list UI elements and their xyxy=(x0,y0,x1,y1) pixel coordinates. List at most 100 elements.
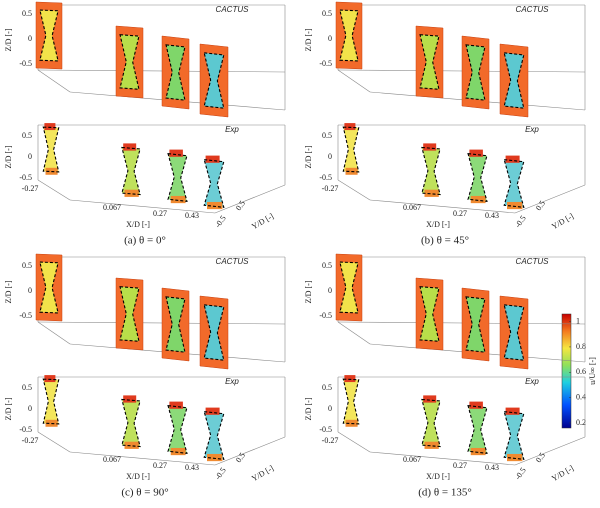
patch xyxy=(507,201,523,210)
wake-region xyxy=(421,399,441,447)
z-tick-label: 0 xyxy=(28,34,32,43)
z-axis-label: Z/D [-] xyxy=(4,280,13,303)
colorbar: 0.2 0.4 0.6 0.8 1 u/U∞ [-] xyxy=(561,313,597,429)
wake-region xyxy=(204,304,224,361)
z-axis-label: Z/D [-] xyxy=(304,397,313,420)
wake-region xyxy=(39,10,59,61)
plot-label: CACTUS xyxy=(516,5,550,14)
wake-outline xyxy=(342,126,360,173)
axis-frame xyxy=(37,179,71,201)
patch xyxy=(469,149,483,157)
axis-frame xyxy=(214,184,286,214)
patch xyxy=(124,189,139,197)
wake-region xyxy=(166,296,185,353)
z-tick-label: -0.5 xyxy=(19,173,32,182)
patch xyxy=(507,453,523,462)
colorbar-tick-label: 0.4 xyxy=(576,392,586,401)
axis-frame xyxy=(69,451,216,466)
patch xyxy=(344,123,356,131)
wake-region xyxy=(421,147,441,195)
wake-region xyxy=(468,405,487,454)
plot-label: Exp xyxy=(225,377,239,386)
axis-frame xyxy=(37,69,286,73)
x-tick-label: -0.27 xyxy=(22,184,39,193)
plot-label: Exp xyxy=(525,377,539,386)
plot-label: Exp xyxy=(525,125,539,134)
axis-frame xyxy=(514,184,586,214)
wake-outline xyxy=(203,52,225,109)
axis-frame xyxy=(337,321,371,345)
z-tick-label: -0.5 xyxy=(319,311,332,320)
y-axis-label: Y/D [-] xyxy=(250,211,275,231)
axis-frame xyxy=(37,321,286,325)
patch xyxy=(424,189,439,197)
wake-outline xyxy=(421,146,441,196)
z-tick-label: 0 xyxy=(328,286,332,295)
patch xyxy=(205,407,220,415)
wake-outline xyxy=(121,146,141,196)
x-axis-label: X/D [-] xyxy=(126,220,150,229)
plot-label: CACTUS xyxy=(216,5,250,14)
wake-outline xyxy=(467,153,488,202)
axis-frame xyxy=(369,451,516,466)
patch xyxy=(423,395,437,403)
wake-region xyxy=(504,159,524,208)
z-tick-label: 0.5 xyxy=(22,131,32,140)
z-tick-label: -0.5 xyxy=(19,311,32,320)
caption: (a) θ = 0° xyxy=(124,235,166,247)
x-tick-label: 0.067 xyxy=(403,455,421,464)
y-tick-label: -0.5 xyxy=(513,214,528,230)
wake-outline xyxy=(421,398,441,448)
axis-frame xyxy=(37,321,71,345)
x-axis-label: X/D [-] xyxy=(426,472,450,481)
wake-outline xyxy=(203,304,225,361)
colorbar-tick-label: 1 xyxy=(576,316,580,325)
y-tick-label: -0.5 xyxy=(213,214,228,230)
x-tick-label: 0.27 xyxy=(453,461,467,470)
y-axis-label: Y/D [-] xyxy=(550,211,575,231)
x-axis-label: X/D [-] xyxy=(126,472,150,481)
axis-frame xyxy=(514,436,586,466)
wake-region xyxy=(120,34,139,90)
x-axis-label: X/D [-] xyxy=(426,220,450,229)
patch xyxy=(123,395,137,403)
x-tick-label: 0.43 xyxy=(485,463,499,472)
wake-outline xyxy=(203,411,225,460)
wake-region xyxy=(339,10,359,61)
patch xyxy=(44,123,56,131)
z-tick-label: 0 xyxy=(28,152,32,161)
wake-region xyxy=(204,52,224,109)
z-tick-label: 0.5 xyxy=(322,383,332,392)
axis-frame xyxy=(337,431,371,453)
wake-region xyxy=(504,52,524,109)
axis-frame xyxy=(337,69,371,93)
patch xyxy=(44,375,56,383)
patch xyxy=(207,453,223,462)
x-tick-label: -0.27 xyxy=(322,184,339,193)
x-tick-label: 0.067 xyxy=(103,455,121,464)
wake-outline xyxy=(203,159,225,208)
patch xyxy=(423,143,437,151)
patch xyxy=(124,441,139,449)
wake-region xyxy=(39,262,59,313)
axis-frame xyxy=(37,69,71,93)
axis-frame xyxy=(337,321,586,325)
patch xyxy=(170,447,186,456)
colorbar-tick-label: 0.6 xyxy=(576,367,586,376)
y-axis-label: Y/D [-] xyxy=(550,463,575,483)
z-tick-label: -0.5 xyxy=(319,425,332,434)
wake-region xyxy=(43,127,59,172)
z-tick-label: 0.5 xyxy=(22,9,32,18)
plot-label: CACTUS xyxy=(216,257,250,266)
z-tick-label: -0.5 xyxy=(319,173,332,182)
z-tick-label: 0.5 xyxy=(322,131,332,140)
wake-outline xyxy=(167,153,188,202)
axis-frame xyxy=(37,431,71,453)
plot-label: CACTUS xyxy=(516,257,550,266)
patch xyxy=(207,201,223,210)
z-axis-label: Z/D [-] xyxy=(4,145,13,168)
wake-region xyxy=(420,286,439,342)
